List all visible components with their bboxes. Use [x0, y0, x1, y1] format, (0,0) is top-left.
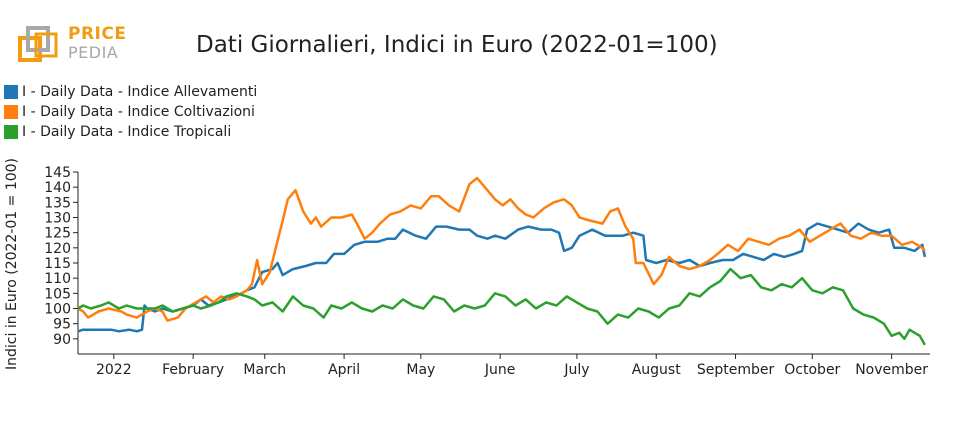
y-tick-label: 125 [44, 226, 71, 242]
series-lines [77, 176, 927, 346]
legend-item-allevamenti[interactable]: I - Daily Data - Indice Allevamenti [4, 82, 257, 102]
y-tick-label: 140 [44, 180, 71, 196]
x-tick-label: October [784, 362, 840, 378]
y-tick-label: 95 [53, 317, 71, 333]
pricepedia-logo: PRICE PEDIA [18, 22, 128, 74]
x-tick-label: September [697, 362, 775, 378]
legend-item-tropicali[interactable]: I - Daily Data - Indice Tropicali [4, 122, 257, 142]
y-tick-label: 120 [44, 241, 71, 257]
legend-item-coltivazioni[interactable]: I - Daily Data - Indice Coltivazioni [4, 102, 257, 122]
logo-text-price: PRICE [68, 24, 127, 44]
y-tick-label: 105 [44, 286, 71, 302]
legend-swatch-allevamenti [4, 85, 18, 99]
x-tick-label: 2022 [96, 362, 132, 378]
series-line-2 [77, 267, 926, 346]
x-tick-label: May [406, 362, 435, 378]
y-tick-label: 115 [44, 256, 71, 272]
series-line-1 [77, 176, 926, 322]
x-tick-label: March [243, 362, 286, 378]
x-tick-label: August [632, 362, 682, 378]
legend-label-allevamenti: I - Daily Data - Indice Allevamenti [22, 84, 258, 100]
legend-label-coltivazioni: I - Daily Data - Indice Coltivazioni [22, 104, 255, 120]
series-line-0 [77, 222, 927, 333]
y-tick-label: 130 [44, 211, 71, 227]
chart-title: Dati Giornalieri, Indici in Euro (2022-0… [196, 32, 718, 58]
y-tick-label: 90 [53, 332, 71, 348]
legend-swatch-tropicali [4, 125, 18, 139]
y-tick-label: 100 [44, 302, 71, 318]
x-tick-label: November [855, 362, 928, 378]
legend-label-tropicali: I - Daily Data - Indice Tropicali [22, 124, 232, 140]
legend-swatch-coltivazioni [4, 105, 18, 119]
x-tick-label: July [563, 362, 589, 378]
y-tick-label: 145 [44, 165, 71, 181]
x-tick-label: April [328, 362, 360, 378]
y-tick-label: 135 [44, 195, 71, 211]
logo-mark-icon [18, 26, 58, 62]
logo-text-pedia: PEDIA [68, 43, 119, 62]
legend: I - Daily Data - Indice Allevamenti I - … [4, 82, 257, 142]
x-tick-label: June [484, 362, 516, 378]
x-tick-label: February [162, 362, 224, 378]
y-tick-label: 110 [44, 271, 71, 287]
y-axis-label: Indici in Euro (2022-01 = 100) [4, 158, 20, 370]
